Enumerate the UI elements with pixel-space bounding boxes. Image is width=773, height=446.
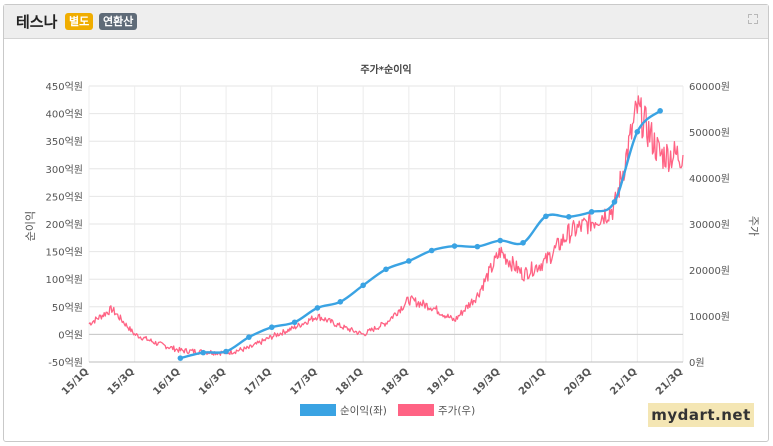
- x-tick-label: 19/1Q: [426, 366, 457, 397]
- x-tick-label: 21/1Q: [608, 366, 639, 397]
- x-tick-label: 20/3Q: [563, 366, 594, 397]
- x-tick-label: 17/1Q: [243, 366, 274, 397]
- card-header: 테스나 별도 연환산: [4, 5, 768, 39]
- left-tick-label: 150억원: [46, 247, 84, 259]
- left-axis-label: 순이익: [24, 211, 37, 241]
- earnings-data-point: [497, 237, 504, 244]
- company-title: 테스나: [16, 13, 58, 31]
- left-tick-label: 350억원: [46, 136, 84, 148]
- earnings-data-point: [246, 334, 252, 340]
- earnings-data-point: [634, 129, 641, 135]
- left-tick-label: 300억원: [46, 164, 84, 176]
- expand-icon[interactable]: [748, 14, 758, 24]
- x-tick-label: 16/1Q: [151, 366, 182, 397]
- left-tick-label: 250억원: [46, 191, 84, 203]
- earnings-data-point: [657, 108, 663, 114]
- x-tick-label: 20/1Q: [517, 366, 548, 397]
- earnings-data-point: [428, 247, 435, 254]
- x-tick-label: 15/3Q: [106, 366, 137, 397]
- earnings-data-point: [474, 243, 481, 250]
- x-tick-label: 16/3Q: [197, 366, 228, 397]
- x-tick-label: 17/3Q: [288, 366, 319, 397]
- left-tick-label: 100억원: [46, 274, 84, 286]
- left-tick-label: 0억원: [58, 329, 83, 341]
- earnings-data-point: [291, 319, 298, 326]
- earnings-data-point: [543, 213, 549, 220]
- x-tick-label: 21/3Q: [654, 366, 685, 397]
- earnings-data-point: [360, 282, 366, 289]
- left-tick-label: -50억원: [48, 357, 83, 369]
- earnings-data-point: [200, 349, 207, 356]
- earnings-data-point: [406, 258, 412, 264]
- left-tick-label: 450억원: [46, 81, 84, 93]
- earnings-data-point: [177, 355, 184, 361]
- chart-card: 테스나 별도 연환산: [3, 4, 769, 442]
- right-tick-label: 50000원: [689, 127, 730, 139]
- earnings-data-point: [314, 305, 321, 311]
- right-tick-label: 60000원: [689, 81, 730, 93]
- x-tick-label: 18/3Q: [380, 366, 411, 397]
- separate-badge[interactable]: 별도: [65, 13, 94, 30]
- right-tick-label: 40000원: [689, 173, 730, 185]
- price-series-line: [88, 95, 684, 356]
- right-tick-label: 30000원: [689, 219, 730, 231]
- earnings-data-point: [337, 299, 344, 305]
- legend-swatch: [398, 404, 434, 416]
- earnings-data-point: [223, 348, 229, 355]
- left-tick-label: 400억원: [46, 109, 84, 121]
- chart-title: 주가*순이익: [360, 63, 411, 76]
- earnings-data-point: [611, 199, 618, 205]
- right-axis-label: 주가: [747, 216, 760, 236]
- legend-label: 순이익(좌): [340, 405, 387, 417]
- x-tick-label: 19/3Q: [471, 366, 502, 397]
- earnings-data-point: [451, 243, 458, 249]
- earnings-data-point: [565, 214, 572, 220]
- left-tick-label: 200억원: [46, 219, 84, 231]
- annualized-badge[interactable]: 연환산: [99, 13, 138, 30]
- left-tick-label: 50억원: [52, 302, 83, 314]
- x-tick-label: 15/1Q: [60, 366, 91, 397]
- right-tick-label: 10000원: [689, 311, 730, 323]
- x-tick-label: 18/1Q: [334, 366, 365, 397]
- legend-label: 주가(우): [438, 405, 475, 417]
- right-tick-label: 20000원: [689, 265, 730, 277]
- earnings-series-line: [180, 109, 662, 360]
- earnings-data-point: [268, 324, 275, 331]
- right-tick-label: 0원: [689, 357, 705, 369]
- legend-swatch: [300, 404, 336, 416]
- watermark: mydart.net: [648, 403, 754, 427]
- earnings-data-point: [520, 239, 526, 246]
- earnings-data-point: [588, 209, 595, 215]
- earnings-data-point: [383, 266, 389, 273]
